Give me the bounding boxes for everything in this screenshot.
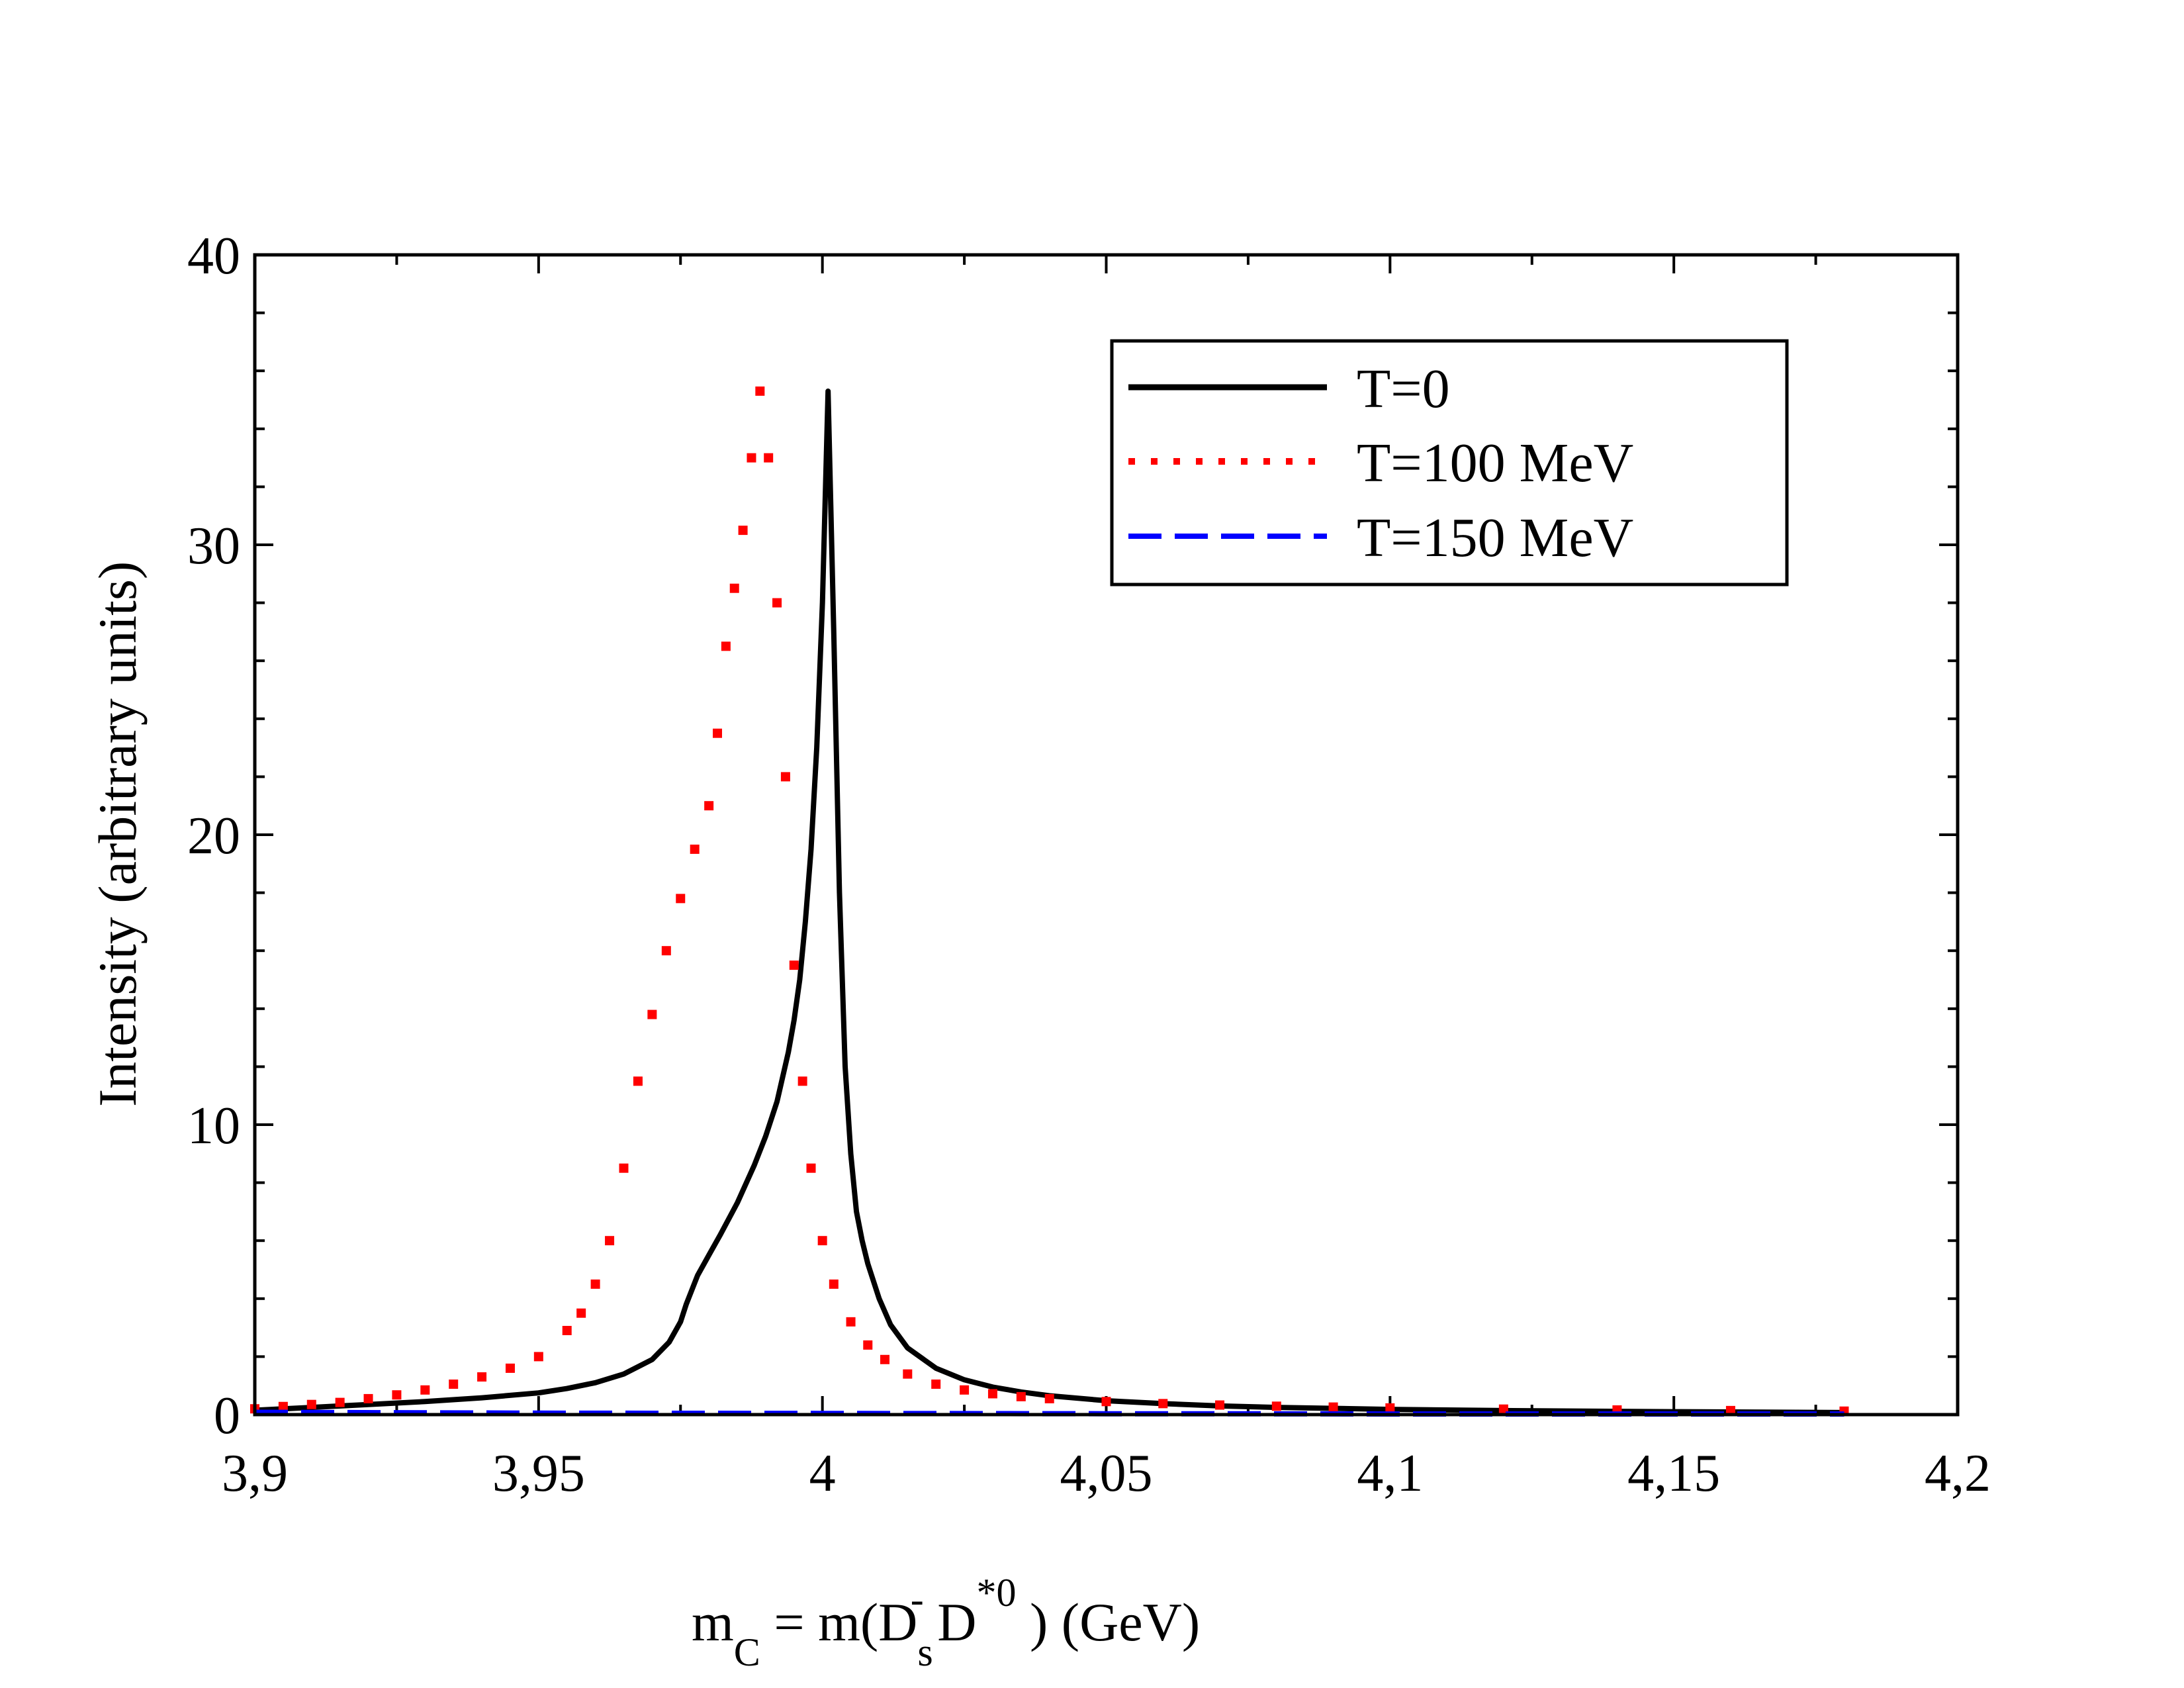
x-tick-label: 4,1 bbox=[1357, 1444, 1423, 1503]
series-point bbox=[747, 453, 756, 463]
series-point bbox=[562, 1325, 572, 1335]
series-point bbox=[780, 772, 790, 782]
x-axis-title-d-sub: s bbox=[917, 1630, 933, 1674]
series-point bbox=[1044, 1393, 1054, 1403]
series-point bbox=[806, 1163, 816, 1173]
series-point bbox=[1725, 1405, 1735, 1415]
series-point bbox=[846, 1317, 856, 1327]
series-point bbox=[738, 526, 748, 536]
series-point bbox=[931, 1380, 941, 1389]
x-tick-label: 3,9 bbox=[222, 1444, 288, 1503]
series-point bbox=[829, 1279, 839, 1289]
series-point bbox=[590, 1279, 600, 1289]
x-axis-title-m: m bbox=[692, 1592, 734, 1652]
series-point bbox=[729, 583, 739, 593]
series-point bbox=[1385, 1403, 1395, 1413]
series-point bbox=[619, 1163, 629, 1173]
x-tick-label: 4,2 bbox=[1925, 1444, 1991, 1503]
series-point bbox=[1158, 1399, 1168, 1409]
x-axis-title-mid-sup: *0 bbox=[976, 1571, 1016, 1615]
x-tick-label: 4,05 bbox=[1060, 1444, 1153, 1503]
series-point bbox=[764, 453, 774, 463]
series-point bbox=[880, 1354, 890, 1364]
series-point bbox=[797, 1076, 807, 1086]
series-point bbox=[392, 1390, 402, 1400]
legend-label-t0: T=0 bbox=[1357, 358, 1450, 420]
series-point bbox=[420, 1385, 430, 1395]
y-tick-label: 10 bbox=[187, 1097, 240, 1155]
series-point bbox=[661, 946, 671, 956]
series-point bbox=[576, 1308, 586, 1318]
series-point bbox=[704, 801, 714, 811]
y-tick-label: 30 bbox=[187, 517, 240, 575]
series-point bbox=[1101, 1397, 1111, 1407]
series-point bbox=[789, 961, 799, 970]
series-point bbox=[987, 1389, 997, 1399]
series-point bbox=[477, 1372, 487, 1382]
series-point bbox=[903, 1369, 913, 1379]
series-point bbox=[772, 598, 782, 608]
series-point bbox=[1016, 1391, 1026, 1401]
x-axis-title-eq: = m(D bbox=[760, 1592, 918, 1652]
series-point bbox=[817, 1236, 827, 1246]
series-t-0 bbox=[254, 388, 1844, 1415]
x-axis-title-mid: D bbox=[924, 1592, 977, 1652]
y-tick-label: 0 bbox=[214, 1387, 240, 1445]
plot-frame bbox=[253, 253, 1960, 1417]
y-tick-label: 20 bbox=[187, 807, 240, 865]
series-point bbox=[647, 1009, 657, 1019]
series-point bbox=[363, 1393, 373, 1403]
series-point bbox=[505, 1363, 515, 1373]
series-point bbox=[1328, 1402, 1338, 1412]
legend-label-t100: T=100 MeV bbox=[1357, 432, 1633, 494]
y-axis-title: Intensity (arbitrary units) bbox=[87, 561, 148, 1107]
x-axis-title-m-sub: C bbox=[734, 1630, 760, 1674]
series-point bbox=[1215, 1400, 1225, 1410]
series-point bbox=[1271, 1401, 1281, 1411]
series-point bbox=[712, 728, 722, 738]
series-point bbox=[335, 1397, 345, 1407]
series-point bbox=[306, 1399, 316, 1409]
series-point bbox=[676, 894, 686, 904]
x-tick-label: 4 bbox=[809, 1444, 836, 1503]
legend: T=0 T=100 MeV T=150 MeV bbox=[1110, 339, 1789, 586]
x-axis-title-d-sup: - bbox=[911, 1577, 924, 1621]
series-point bbox=[605, 1236, 615, 1246]
x-axis-title: mC = m(Ds - D*0 ) (GeV) bbox=[692, 1571, 1200, 1674]
series-point bbox=[755, 386, 765, 396]
series-point bbox=[721, 641, 731, 651]
series-point bbox=[690, 844, 700, 854]
series-point bbox=[633, 1076, 643, 1086]
series-point bbox=[533, 1352, 543, 1362]
series-point bbox=[278, 1401, 288, 1411]
x-axis-title-tail: ) (GeV) bbox=[1016, 1592, 1200, 1652]
series-t-100-mev bbox=[250, 386, 1849, 1416]
legend-label-t150: T=150 MeV bbox=[1357, 507, 1633, 569]
y-tick-label: 40 bbox=[187, 227, 240, 285]
x-tick-label: 4,15 bbox=[1627, 1444, 1720, 1503]
tick-labels: 3,9 3,95 4 4,05 4,1 4,15 4,2 0 10 20 30 40 bbox=[187, 227, 1991, 1503]
series-point bbox=[449, 1380, 459, 1389]
series-point bbox=[863, 1340, 873, 1350]
series-point bbox=[960, 1385, 970, 1395]
x-tick-label: 3,95 bbox=[492, 1444, 585, 1503]
